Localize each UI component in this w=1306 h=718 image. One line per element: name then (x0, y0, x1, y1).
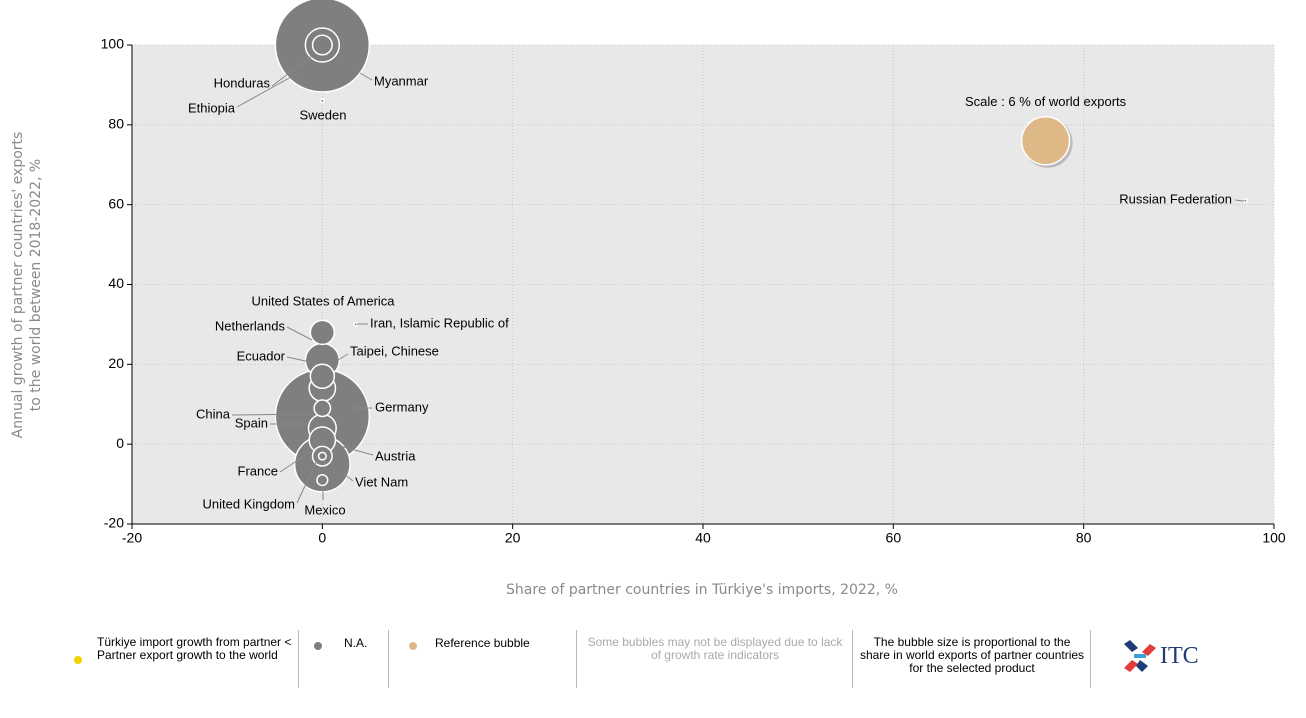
leader-line (279, 449, 314, 473)
bubble-label: Taipei, Chinese (350, 343, 439, 358)
bubble (313, 399, 332, 418)
divider (298, 630, 299, 688)
bubble (309, 319, 336, 346)
leader-line (231, 413, 316, 416)
bubble (319, 98, 325, 104)
bubble-label: Germany (375, 399, 429, 414)
y-axis-title: to the world between 2018-2022, % (28, 159, 44, 411)
bubble (316, 473, 329, 487)
y-tick-label: 100 (101, 36, 125, 52)
bubble-label: United States of America (251, 293, 395, 308)
legend-label: N.A. (344, 636, 368, 650)
x-tick-label: 80 (1076, 530, 1092, 546)
bubble-label: Netherlands (215, 318, 286, 333)
annotation: Scale : 6 % of world exports (965, 94, 1127, 109)
leader-line (339, 445, 374, 456)
divider (388, 630, 389, 688)
bubble-label: Ethiopia (188, 100, 236, 115)
legend-label: Türkiye import growth from partner < Par… (97, 635, 292, 662)
bubble-label: Sweden (300, 107, 347, 122)
logo-text: ITC (1160, 643, 1199, 669)
bubble-label: Austria (375, 448, 416, 463)
x-axis-title: Share of partner countries in Türkiye's … (506, 582, 898, 598)
y-tick-label: 0 (116, 435, 124, 451)
bubble-label: Honduras (214, 75, 271, 90)
leader-line (286, 356, 311, 363)
leader-line (296, 457, 319, 504)
leader-line (236, 71, 301, 108)
x-tick-label: 100 (1262, 530, 1286, 546)
bubble-label: France (238, 463, 278, 478)
y-axis-title: Annual growth of partner countries' expo… (10, 132, 26, 439)
leader-line (1234, 199, 1245, 202)
y-tick-label: 20 (108, 355, 124, 371)
leader-line (271, 55, 313, 87)
divider (1090, 630, 1091, 688)
y-tick-label: 40 (108, 275, 124, 291)
y-tick-label: 80 (108, 116, 124, 132)
bubble-label: Spain (235, 415, 268, 430)
bubble-label: Ecuador (237, 348, 286, 363)
leader-line (337, 353, 349, 361)
bubble-label: Russian Federation (1119, 191, 1232, 206)
bubble-label: Myanmar (374, 73, 429, 88)
legend-swatch (314, 642, 322, 650)
bubble-label: Mexico (304, 502, 345, 517)
bubble (353, 321, 359, 327)
y-tick-label: -20 (104, 515, 124, 531)
x-tick-label: 0 (318, 530, 326, 546)
x-tick-label: 20 (505, 530, 521, 546)
reference-bubble (1020, 116, 1071, 166)
leader-line (286, 326, 313, 341)
x-tick-label: 40 (695, 530, 711, 546)
legend-swatch (409, 642, 417, 650)
note: Some bubbles may not be displayed due to… (587, 635, 843, 662)
divider (852, 630, 853, 688)
bubble (309, 363, 336, 390)
bubble-label: Viet Nam (355, 474, 408, 489)
bubble (317, 451, 327, 461)
note: The bubble size is proportional to the s… (859, 635, 1085, 675)
bubble (311, 34, 333, 56)
x-tick-label: -20 (122, 530, 142, 546)
chart: Share of partner countries in Türkiye's … (10, 0, 1286, 598)
x-tick-label: 60 (886, 530, 902, 546)
leader-line (343, 473, 354, 482)
bubble (1243, 198, 1248, 204)
logo-icon (1124, 640, 1156, 672)
leader-line (359, 72, 373, 81)
legend-swatch (74, 656, 82, 664)
divider (576, 630, 577, 688)
bubble-label: United Kingdom (203, 496, 296, 511)
bubble-label: Iran, Islamic Republic of (370, 315, 509, 330)
y-tick-label: 60 (108, 195, 124, 211)
legend-label: Reference bubble (435, 636, 530, 650)
bubble-label: China (196, 406, 231, 421)
